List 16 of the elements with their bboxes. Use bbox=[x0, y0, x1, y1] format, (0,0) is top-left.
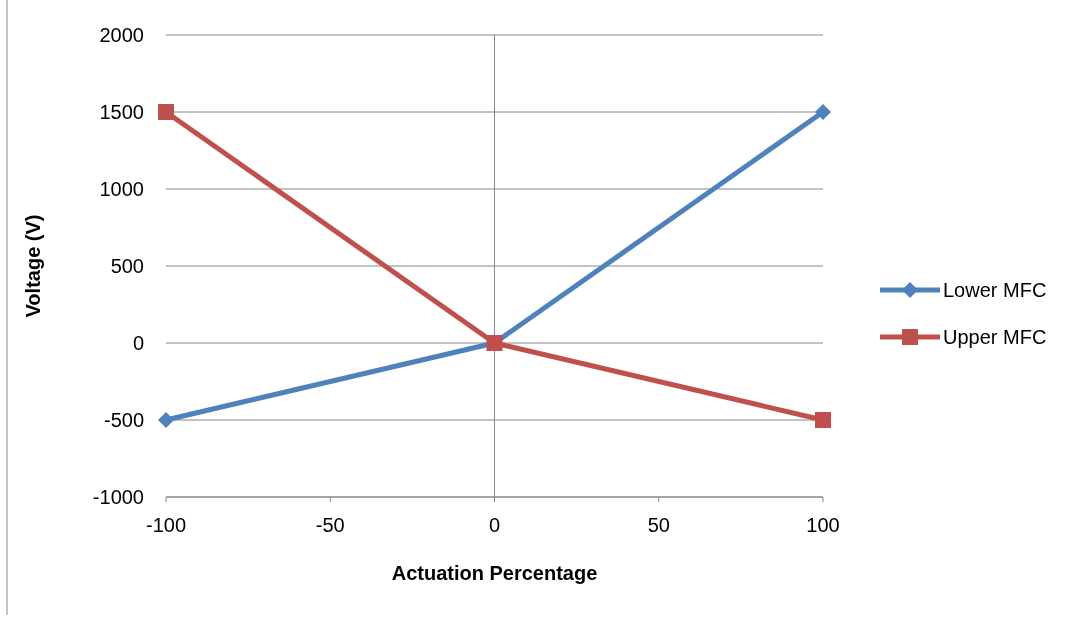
y-tick-label: 2000 bbox=[99, 24, 144, 46]
y-tick-label: 0 bbox=[132, 332, 144, 354]
legend-label: Lower MFC bbox=[943, 279, 1047, 301]
y-tick-label: 1500 bbox=[99, 101, 144, 123]
y-tick-label: 500 bbox=[110, 255, 144, 277]
legend-label: Upper MFC bbox=[943, 326, 1047, 348]
x-tick-label: -100 bbox=[145, 514, 187, 536]
x-tick-label: 100 bbox=[806, 514, 840, 536]
x-tick-label: 0 bbox=[488, 514, 501, 536]
x-tick-label: -50 bbox=[315, 514, 345, 536]
y-tick-label: -500 bbox=[103, 409, 144, 431]
x-tick-label: 50 bbox=[647, 514, 670, 536]
x-axis-title: Actuation Percentage bbox=[391, 562, 598, 584]
y-axis-title: Voltage (V) bbox=[22, 214, 44, 318]
y-tick-label: 1000 bbox=[99, 178, 144, 200]
y-tick-label: -1000 bbox=[92, 486, 144, 508]
